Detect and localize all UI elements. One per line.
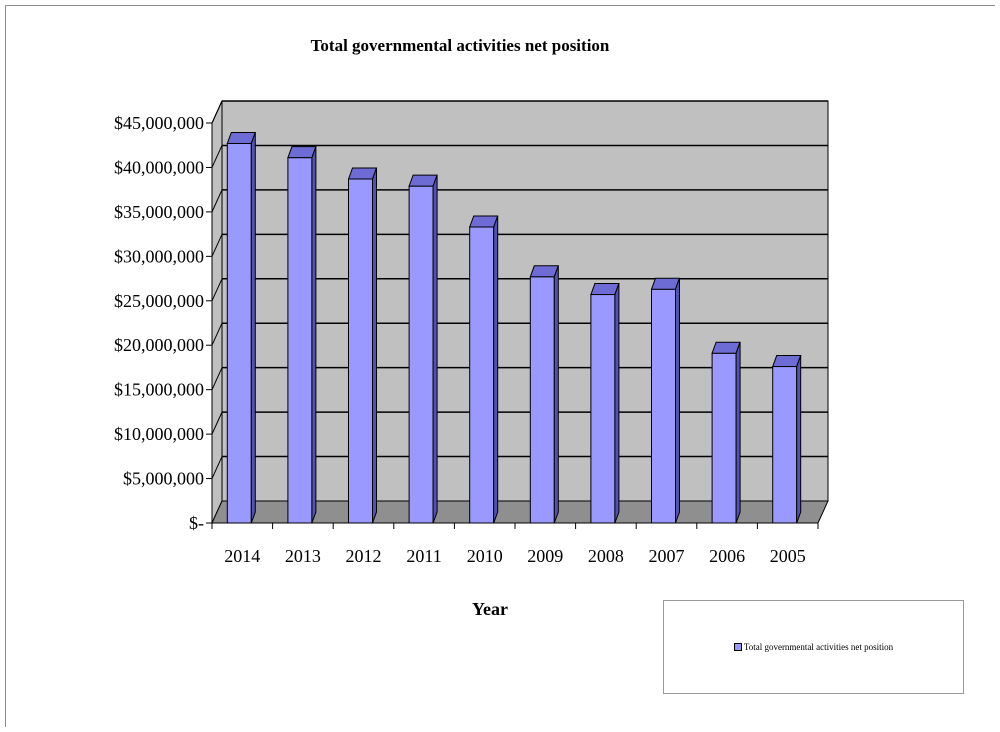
bar (590, 283, 620, 524)
gridline-side (211, 189, 223, 213)
bar-front (772, 366, 798, 524)
bar (287, 146, 317, 524)
bar-top (408, 174, 438, 187)
bar (468, 215, 499, 524)
y-tick-label: $45,000,000 (114, 113, 204, 133)
bar-front (590, 294, 616, 524)
bar (529, 265, 560, 524)
bar-front (469, 226, 495, 524)
y-tick-label: $15,000,000 (114, 380, 204, 400)
y-tick-label: $20,000,000 (114, 335, 204, 355)
bar-front (651, 288, 676, 524)
bar (771, 355, 802, 524)
bar (650, 277, 681, 524)
gridline-side (211, 145, 223, 168)
bar-side (311, 146, 317, 524)
y-tick-label: $25,000,000 (114, 291, 204, 311)
bar (347, 167, 378, 524)
bar-front (711, 352, 737, 524)
x-tick-label: 2007 (649, 546, 685, 566)
legend-swatch (733, 643, 742, 651)
bar-top (771, 355, 802, 368)
bar-top (650, 277, 681, 290)
bar-top (711, 341, 741, 354)
x-tick-label: 2005 (770, 546, 806, 566)
y-tick-labels: $- $5,000,000 $10,000,000 $15,000,000 $20,00… (114, 113, 204, 533)
x-tick-labels: 2014 2013 2012 2011 2010 2009 2008 2007 2006 2005 (224, 546, 805, 566)
y-tick-label: $40,000,000 (114, 157, 204, 177)
bar (226, 131, 257, 524)
x-tick-label: 2013 (285, 546, 321, 566)
gridline-side (211, 323, 223, 346)
bar-top (347, 167, 378, 180)
x-tick-label: 2009 (527, 546, 563, 566)
gridline-side (211, 456, 223, 479)
axes (206, 122, 819, 529)
bar-top (226, 131, 257, 144)
bars (226, 131, 802, 524)
x-tick-label: 2008 (588, 546, 624, 566)
x-tick-label: 2006 (709, 546, 745, 566)
bar-side (675, 278, 680, 524)
bar-side (432, 174, 438, 524)
bar-front (226, 142, 252, 524)
bar-side (796, 355, 802, 524)
bar-top (590, 283, 620, 296)
legend-label: Total governmental activities net positi… (743, 642, 894, 652)
bar-side (553, 265, 559, 524)
bar-front (287, 157, 313, 524)
bar-side (372, 167, 377, 524)
y-tick-label: $- (189, 513, 204, 533)
bar-front (408, 185, 434, 524)
x-tick-label: 2012 (346, 546, 382, 566)
bar-side (250, 132, 256, 524)
gridline-side (211, 234, 223, 257)
gridline-side (211, 100, 223, 124)
bar-top (529, 265, 560, 278)
x-tick-label: 2010 (467, 546, 503, 566)
y-tick-label: $10,000,000 (114, 424, 204, 444)
chart-frame (5, 5, 995, 727)
x-tick-label: 2014 (224, 546, 260, 566)
bar-side (614, 283, 620, 524)
gridline-side (211, 367, 223, 390)
x-axis-title: Year (472, 599, 508, 619)
bar-side (493, 215, 499, 524)
bar-front (529, 276, 555, 524)
bar-front (348, 178, 373, 524)
x-tick-label: 2011 (406, 546, 441, 566)
chart-title: Total governmental activities net positi… (310, 36, 610, 55)
gridline-side (211, 411, 223, 435)
bar (408, 174, 438, 524)
bar-top (468, 215, 499, 228)
bar-top (287, 146, 317, 159)
gridline-side (211, 278, 223, 301)
bar (711, 341, 741, 524)
legend: Total governmental activities net positi… (663, 600, 964, 694)
y-tick-label: $35,000,000 (114, 202, 204, 222)
bar-side (735, 342, 741, 524)
y-tick-label: $30,000,000 (114, 246, 204, 266)
y-tick-label: $5,000,000 (123, 469, 204, 489)
